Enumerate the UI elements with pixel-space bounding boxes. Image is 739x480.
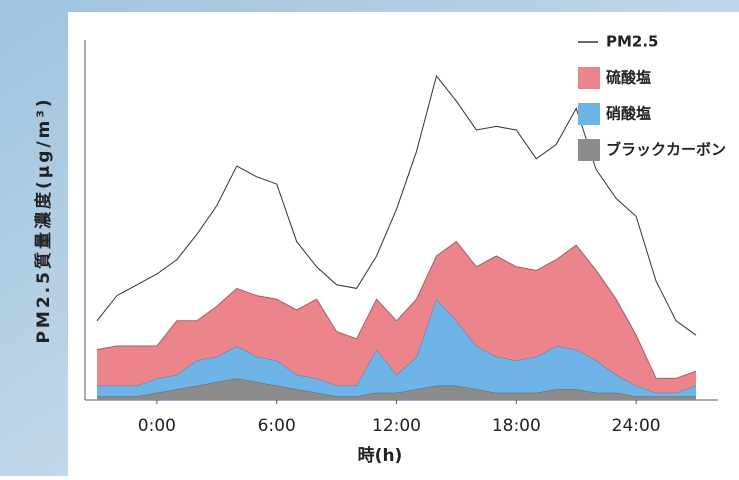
legend-label: PM2.5 [606,33,659,51]
legend-swatch [578,139,600,161]
x-tick-label: 12:00 [372,416,421,436]
area-edge [96,240,697,379]
legend-swatch [578,103,600,125]
x-tick-label: 0:00 [138,416,176,436]
legend-label: ブラックカーボン [606,141,726,159]
plot-area: 0:00 6:00 12:00 18:00 24:00 [84,40,718,436]
legend-label: 硫酸塩 [606,69,651,87]
x-tick-label: 18:00 [492,416,541,436]
legend-label: 硝酸塩 [606,105,651,123]
area [96,299,697,397]
x-axis-label: 時(h) [358,445,403,466]
x-tick-label: 6:00 [258,416,296,436]
line [96,74,697,336]
legend-swatch [578,67,600,89]
area [96,378,697,400]
y-axis-label: PM2.5質量濃度(μg/m³) [33,96,54,343]
area [96,241,697,393]
x-tick-label: 24:00 [612,416,661,436]
